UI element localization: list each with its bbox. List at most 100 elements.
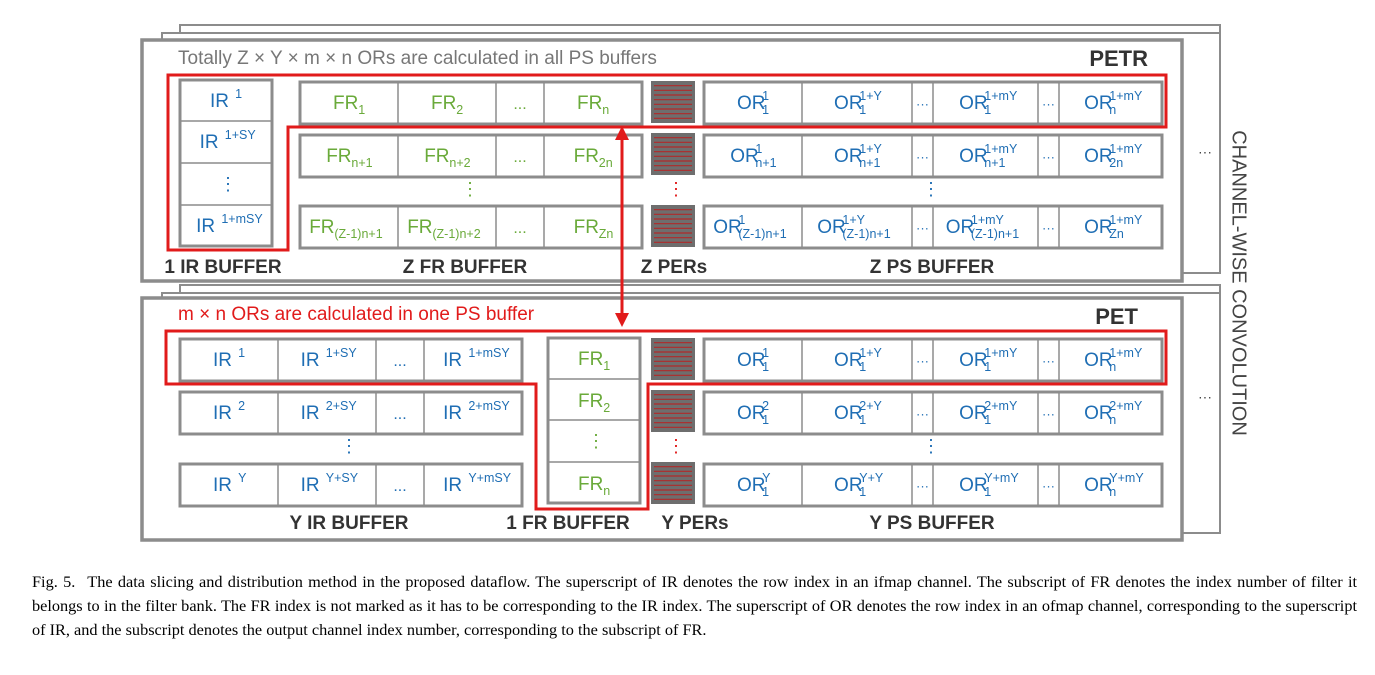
superscript: 1+Y <box>842 213 865 227</box>
caption-text: The data slicing and distribution method… <box>32 572 1357 639</box>
pet-or-row-cell: ORn1+mY <box>1084 346 1143 374</box>
base: OR <box>834 475 863 496</box>
subscript: (Z-1)n+1 <box>971 227 1019 241</box>
superscript: Y+mSY <box>468 471 511 485</box>
dataflow-diagram: ··· ··· Totally Z × Y × m × n ORs are calc… <box>140 24 1250 542</box>
base: IR <box>210 91 229 112</box>
superscript: 2 <box>762 399 769 413</box>
base: OR <box>1084 475 1113 496</box>
petr-ir-cell-text: IR 1 <box>210 87 242 112</box>
petr-or-row-cell-text: ORZn1+mY <box>1084 213 1143 241</box>
petr-fr-row-cell-text: FRn+2 <box>424 146 470 170</box>
base: OR <box>737 475 766 496</box>
superscript: Y+mY <box>984 471 1019 485</box>
base: FR <box>309 217 334 238</box>
petr-ir-cell-text: IR 1+mSY <box>196 212 263 237</box>
base: OR <box>834 350 863 371</box>
base: OR <box>817 217 846 238</box>
petr-or-row-cell-text: OR(Z-1)n+11+Y <box>817 213 891 241</box>
petr-or-vdots: ⋮ <box>922 179 940 199</box>
pet-or-row-cell: OR1Y <box>737 471 771 499</box>
petr-or-row-cell-text: OR(Z-1)n+11+mY <box>946 213 1020 241</box>
subscript: 1 <box>762 413 769 427</box>
petr-per-block <box>651 205 695 247</box>
petr-per-block <box>651 81 695 123</box>
petr-note: Totally Z × Y × m × n ORs are calculated… <box>178 48 657 69</box>
base: IR <box>301 403 320 424</box>
pet-fr-cell-text: FRn <box>578 474 610 498</box>
petr-or-row-cell: OR(Z-1)n+11+mY <box>946 213 1020 241</box>
subscript: n+1 <box>755 156 776 170</box>
figure-caption: Fig. 5. The data slicing and distribution… <box>32 570 1357 642</box>
superscript: 1+mY <box>1109 89 1143 103</box>
petr-label-ps: Z PS BUFFER <box>870 257 995 278</box>
pet-or-row-cell-text: OR1Y+Y <box>834 471 884 499</box>
petr-per-block <box>651 133 695 175</box>
pet-ir-row-cell-text: IR Y <box>213 471 247 496</box>
pet-ir-row-cell: IR 1+mSY <box>443 346 510 371</box>
base: IR <box>213 350 232 371</box>
subscript: n <box>1109 485 1116 499</box>
petr-or-row-cell-text: OR11+mY <box>959 89 1018 117</box>
subscript: (Z-1)n+1 <box>738 227 786 241</box>
pet-label-ps: Y PS BUFFER <box>869 513 995 534</box>
pet-or-row-cell-text: OR11 <box>737 346 769 374</box>
pet-fr-cell: FR1 <box>578 349 610 373</box>
petr-or-row-cell: OR11+Y <box>834 89 882 117</box>
petr-or-row-cell-text: ORn+11+Y <box>834 142 882 170</box>
base: OR <box>737 93 766 114</box>
petr-fr-row-frame <box>298 80 644 126</box>
pet-or-row-cell: OR11 <box>737 346 769 374</box>
petr-or-row-cell: ORn+11+Y <box>834 142 882 170</box>
pet-per-block <box>651 338 695 380</box>
petr-fr-row-cell-text: FR1 <box>333 93 365 117</box>
base: IR <box>443 475 462 496</box>
side-label: CHANNEL-WISE CONVOLUTION <box>1228 130 1250 436</box>
superscript: 1+Y <box>859 89 882 103</box>
base: IR <box>213 403 232 424</box>
pet-or-row-cell: OR12+Y <box>834 399 882 427</box>
petr-highlight-outline <box>166 73 1168 252</box>
petr-or-row-ellipsis: ··· <box>1042 220 1055 235</box>
subscript: 1 <box>984 485 991 499</box>
base: FR <box>424 146 449 167</box>
pet-or-row-cell: OR1Y+Y <box>834 471 884 499</box>
pet-fr-cell-text: FR2 <box>578 391 610 415</box>
superscript: 1+mY <box>971 213 1005 227</box>
base: OR <box>737 403 766 424</box>
pet-or-row-ellipsis: ··· <box>1042 353 1055 368</box>
petr-ir-cell-text: IR 1+SY <box>200 128 257 153</box>
subscript: 1 <box>984 360 991 374</box>
pet-per-block <box>651 462 695 504</box>
petr-or-row-cell-text: ORn+11 <box>730 142 776 170</box>
base: FR <box>578 391 603 412</box>
subscript: 1 <box>984 413 991 427</box>
subscript: 1 <box>859 485 866 499</box>
petr-fr-row-cell: FR1 <box>333 93 365 117</box>
pet-fr-cell: FR2 <box>578 391 610 415</box>
superscript: 2+Y <box>859 399 882 413</box>
pet-or-row-ellipsis: ··· <box>1042 478 1055 493</box>
base: IR <box>196 216 215 237</box>
superscript: 1+mY <box>984 346 1018 360</box>
petr-or-row-ellipsis: ··· <box>1042 96 1055 111</box>
petr-fr-row-cell: FRZn <box>574 217 614 241</box>
subscript: 2n <box>1109 156 1123 170</box>
subscript: 2 <box>603 401 610 415</box>
petr-or-row-cell: ORZn1+mY <box>1084 213 1143 241</box>
pet-or-row-ellipsis: ··· <box>916 406 929 421</box>
pet-ir-row-frame <box>178 390 524 436</box>
pet-label-fr: 1 FR BUFFER <box>506 513 630 534</box>
base: IR <box>443 350 462 371</box>
pet-or-row-cell: ORnY+mY <box>1084 471 1144 499</box>
petr-title: PETR <box>1089 46 1148 71</box>
superscript: 1+mY <box>1109 213 1143 227</box>
pet-or-row-cell: OR11+Y <box>834 346 882 374</box>
petr-fr-vdots: ⋮ <box>461 179 479 199</box>
subscript: n <box>602 103 609 117</box>
pet-ir-row-ellipsis: ... <box>393 353 406 370</box>
base: FR <box>333 93 358 114</box>
petr-fr-row-cell-text: FRZn <box>574 217 614 241</box>
petr-or-row-ellipsis: ··· <box>916 96 929 111</box>
base: OR <box>946 217 975 238</box>
